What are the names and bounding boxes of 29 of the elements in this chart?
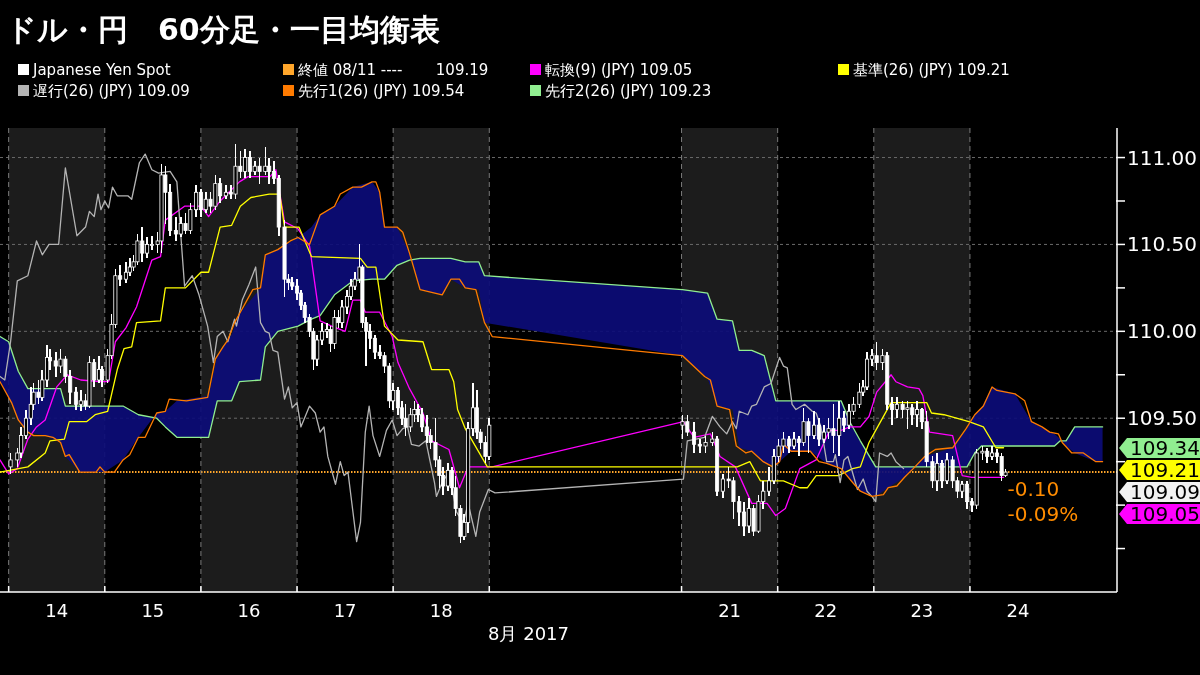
value-tag: 109.05: [1119, 502, 1200, 526]
line-series: [0, 153, 905, 543]
legend-item: 先行1(26) (JPY) 109.54: [283, 82, 465, 100]
y-tick-label: 110.50: [1127, 232, 1197, 257]
chart-title: ドル・円 60分足・一目均衡表: [6, 12, 440, 47]
x-tick-label: 23: [910, 600, 934, 621]
legend-item: Japanese Yen Spot: [18, 61, 171, 79]
x-tick-label: 22: [814, 600, 838, 621]
x-tick-label: 17: [333, 600, 357, 621]
legend-item: 遅行(26) (JPY) 109.09: [18, 82, 190, 100]
legend-item: 転換(9) (JPY) 109.05: [530, 61, 693, 79]
x-tick-label: 14: [45, 600, 69, 621]
x-tick-label: 21: [718, 600, 742, 621]
value-tag: 109.34: [1119, 436, 1200, 460]
x-axis-title: 8月 2017: [488, 623, 569, 644]
annotation: -0.10: [1007, 477, 1060, 502]
x-tick-label: 24: [1006, 600, 1030, 621]
legend-item: 終値 08/11 ---- 109.19: [283, 61, 489, 79]
y-tick-label: 109.50: [1127, 406, 1197, 431]
y-tick-label: 111.00: [1127, 145, 1197, 170]
x-tick-label: 15: [141, 600, 165, 621]
y-tick-label: 110.00: [1127, 319, 1197, 344]
value-tag: 109.09: [1119, 480, 1200, 504]
x-tick-label: 18: [429, 600, 453, 621]
legend-item: 基準(26) (JPY) 109.21: [838, 61, 1010, 79]
x-tick-label: 16: [237, 600, 261, 621]
annotation: -0.09%: [1007, 502, 1079, 527]
legend-item: 先行2(26) (JPY) 109.23: [530, 82, 712, 100]
value-tag: 109.21: [1119, 458, 1200, 482]
